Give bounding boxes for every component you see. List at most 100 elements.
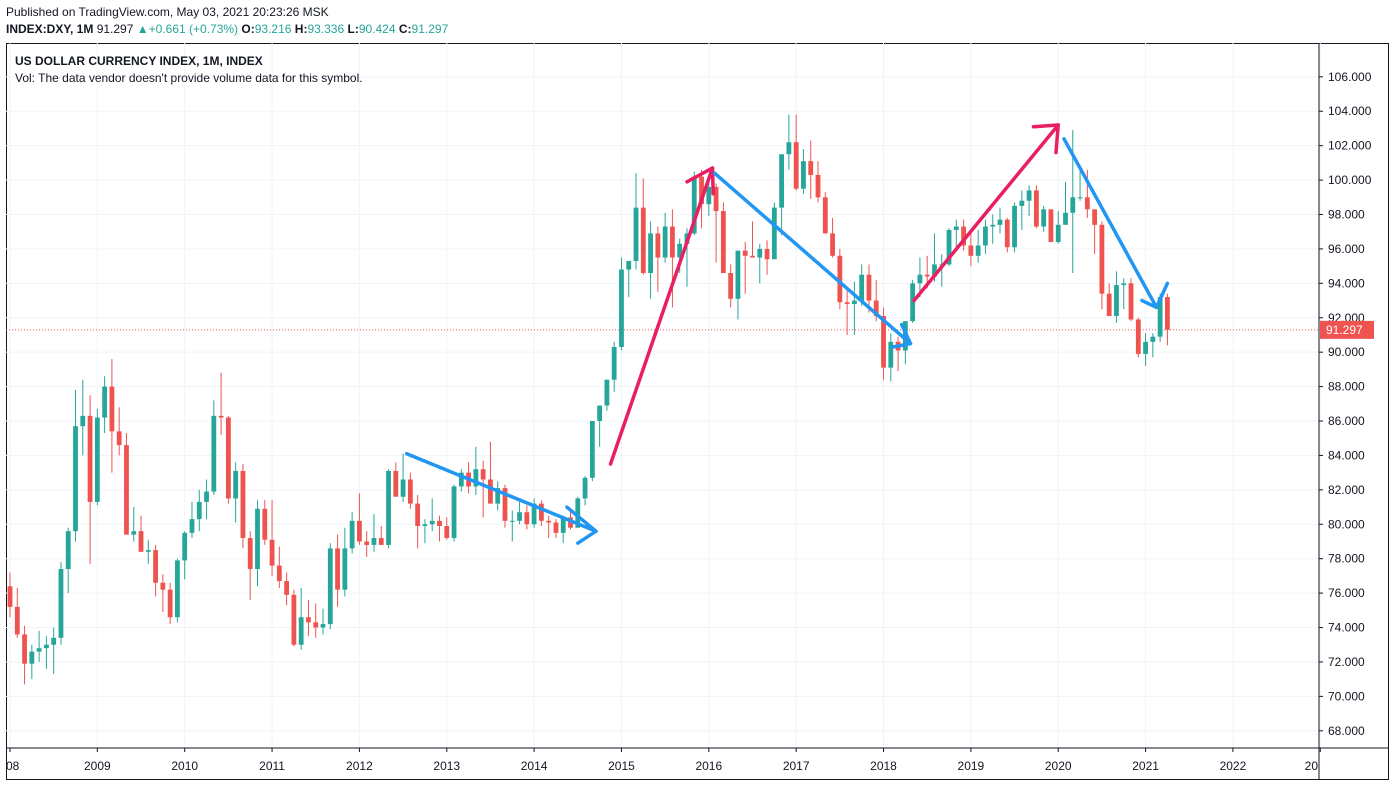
candle-body (808, 161, 814, 175)
published-line: Published on TradingView.com, May 03, 20… (6, 5, 329, 19)
blue-arrow-2012-2014 (404, 451, 598, 533)
y-tick-label: 98.000 (1328, 207, 1365, 221)
candle (320, 608, 326, 635)
candle-body (830, 233, 835, 256)
candle-body (451, 486, 457, 539)
candle-body (131, 531, 137, 535)
candle-body (953, 226, 959, 230)
candle (975, 229, 981, 263)
candle (538, 500, 544, 526)
candle-body (750, 255, 755, 258)
candle (720, 202, 726, 274)
candle (888, 333, 894, 382)
candle (524, 505, 530, 530)
candle (196, 489, 202, 532)
candle (1135, 317, 1141, 358)
candle-body (1070, 197, 1076, 213)
candle (145, 539, 151, 564)
candle-body (589, 421, 595, 478)
candle (1026, 185, 1032, 217)
candlestick-chart[interactable]: 68.000 70.000 72.000 74.000 76.000 78.000 80.0… (6, 43, 1389, 780)
candle (801, 149, 806, 194)
time-axis[interactable]: 08 2009 2010 2011 2012 2013 2014 2015 2016 2017 20… (6, 747, 1389, 773)
candle (553, 519, 559, 539)
candle (335, 534, 340, 607)
candle (255, 500, 260, 587)
price-axis[interactable]: 68.000 70.000 72.000 74.000 76.000 78.000 80.0… (1318, 43, 1374, 780)
candle (400, 453, 406, 502)
candle (597, 405, 603, 447)
candle (298, 587, 304, 650)
candle-body (873, 300, 879, 317)
candle (662, 212, 668, 263)
candle (619, 257, 624, 351)
candle-body (786, 142, 792, 155)
candle (182, 531, 188, 580)
annotation-arrows (404, 123, 1170, 545)
candle-body (102, 386, 108, 418)
candle-body (36, 648, 42, 652)
open-value: 93.216 (254, 22, 292, 36)
x-tick-label: 2014 (521, 759, 548, 773)
candle (175, 558, 180, 623)
high-label: H: (294, 22, 308, 36)
candle (342, 527, 348, 597)
candles (7, 114, 1170, 685)
candle (611, 341, 617, 392)
candle-body (225, 417, 231, 499)
candle-body (1033, 190, 1039, 227)
candle-body (1084, 197, 1090, 210)
candle (895, 336, 901, 372)
candle-body (196, 501, 202, 520)
candle (167, 582, 173, 625)
candle-body (1135, 319, 1141, 354)
blue-arrowhead-2021 (1140, 281, 1170, 310)
candle (968, 233, 974, 267)
candle (990, 214, 996, 244)
candle-body (349, 520, 355, 549)
grid (6, 43, 1321, 748)
candle-body (444, 525, 450, 539)
candle-body (779, 154, 785, 208)
x-tick-label: 2010 (171, 759, 198, 773)
candle (240, 464, 246, 549)
candle-body (22, 634, 27, 664)
candle (837, 248, 843, 310)
candle (793, 114, 799, 191)
candle (313, 603, 319, 638)
y-tick-label: 106.000 (1328, 70, 1372, 84)
candle-body (844, 302, 850, 304)
candle-body (648, 233, 653, 274)
candle-body (670, 226, 675, 258)
candle (233, 462, 239, 523)
candle-body (655, 233, 661, 258)
high-value: 93.336 (307, 22, 345, 36)
candle-body (182, 532, 188, 561)
candle-body (269, 539, 275, 566)
candle-body (378, 538, 384, 545)
x-tick-label: 2020 (1045, 759, 1072, 773)
candle (1165, 293, 1170, 346)
candle (626, 260, 632, 298)
candle (750, 221, 755, 258)
candle (1063, 181, 1068, 225)
candle (1033, 185, 1039, 229)
candle-body (407, 479, 413, 504)
candle (65, 527, 71, 594)
candle-body (546, 520, 552, 523)
candle-body (255, 508, 260, 570)
candle (764, 240, 770, 275)
candle (546, 515, 552, 539)
candle-body (138, 531, 144, 552)
candle (225, 415, 231, 504)
candle (1121, 278, 1127, 310)
candle-body (415, 503, 421, 526)
candle-body (917, 274, 923, 284)
candle-body (291, 594, 297, 645)
candle-body (990, 224, 996, 227)
x-tick-label: 2012 (346, 759, 373, 773)
candle-body (145, 550, 151, 552)
candle (983, 219, 988, 255)
candle-body (58, 569, 64, 638)
candle-body (1099, 224, 1105, 294)
